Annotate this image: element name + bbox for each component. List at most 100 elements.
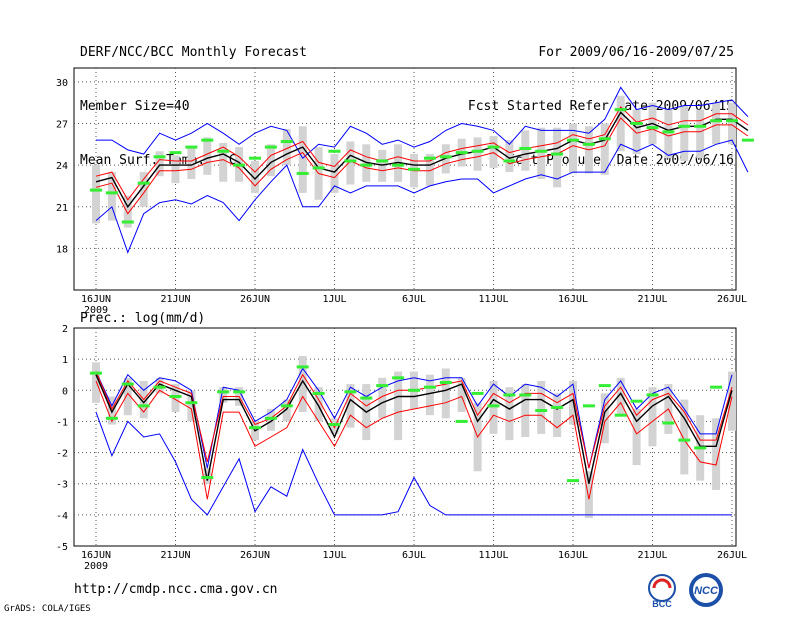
prec-observed-marker — [567, 479, 579, 483]
temp-upper-sd-line — [95, 106, 749, 201]
prec-lower-sd-line — [95, 380, 733, 500]
prec-x-tick-label: 21JUL — [637, 550, 667, 561]
temp-observed-marker — [471, 149, 484, 153]
temp-observed-marker — [90, 188, 102, 192]
temp-box — [139, 172, 148, 207]
prec-observed-marker — [551, 405, 564, 409]
prec-observed-marker — [392, 376, 405, 380]
temp-observed-marker — [741, 138, 754, 142]
prec-x-tick-label: 1JUL — [322, 550, 346, 561]
prec-observed-marker — [503, 393, 516, 397]
temp-observed-marker — [598, 137, 611, 141]
prec-box — [346, 384, 355, 428]
grads-credit: GrADS: COLA/IGES — [4, 604, 91, 614]
prec-observed-marker — [264, 416, 277, 420]
temp-frame — [73, 67, 737, 291]
prec-observed-marker — [598, 384, 611, 388]
temp-observed-marker — [726, 119, 738, 123]
temp-box — [712, 102, 721, 145]
temp-observed-marker — [439, 155, 452, 159]
prec-observed-marker — [694, 446, 707, 450]
prec-box — [378, 377, 387, 419]
temp-box — [251, 160, 259, 193]
temp-box — [171, 155, 180, 184]
prec-observed-marker — [105, 416, 118, 420]
prec-box — [600, 393, 609, 444]
temp-observed-marker — [344, 159, 357, 163]
temp-x-tick-label: 1JUL — [322, 294, 346, 305]
temp-observed-marker — [710, 119, 723, 123]
forecast-period: For 2009/06/16-2009/07/25 — [538, 45, 734, 60]
prec-observed-marker — [519, 393, 532, 397]
prec-box — [425, 374, 434, 416]
temp-box — [632, 109, 641, 155]
prec-box — [187, 390, 196, 422]
temp-observed-marker — [185, 145, 198, 149]
temp-x-tick-label: 26JUN — [240, 294, 270, 305]
temp-x-tick-label: 6JUL — [402, 294, 426, 305]
prec-box — [123, 377, 132, 416]
temp-box — [298, 126, 307, 193]
prec-observed-marker — [360, 396, 373, 400]
temp-observed-marker — [662, 130, 675, 134]
prec-x-tick-label: 26JUL — [717, 550, 747, 561]
temp-box — [107, 172, 116, 221]
prec-observed-marker — [328, 423, 341, 427]
temp-x-tick-label: 21JUN — [160, 294, 190, 305]
prec-observed-marker — [121, 382, 134, 386]
temp-observed-marker — [535, 149, 548, 153]
temp-box — [282, 129, 291, 166]
ncc-logo-text: NCC — [694, 585, 719, 597]
prec-observed-marker — [535, 409, 548, 413]
prec-y-tick-label: -4 — [56, 511, 68, 522]
temp-observed-marker — [328, 149, 341, 153]
temp-observed-marker — [153, 155, 166, 159]
produced-date: Fcst Produced Date 2009/06/16 — [507, 153, 734, 168]
footer-url[interactable]: http://cmdp.ncc.cma.gov.cn — [74, 582, 278, 597]
temp-x-tick-label: 26JUL — [717, 294, 747, 305]
prec-x-tick-label: 16JUL — [558, 550, 588, 561]
prec-observed-marker — [630, 399, 643, 403]
prec-observed-marker — [471, 391, 484, 395]
bcc-logo: BCC — [648, 574, 676, 609]
prec-observed-marker — [137, 404, 150, 408]
prec-box — [648, 387, 657, 447]
temp-observed-marker — [646, 126, 659, 130]
prec-observed-marker — [344, 390, 357, 394]
prec-box — [203, 468, 212, 484]
temp-observed-marker — [630, 122, 643, 125]
prec-observed-marker — [90, 371, 102, 375]
temp-observed-marker — [455, 151, 468, 155]
temp-box — [92, 165, 100, 224]
temp-observed-marker — [614, 108, 627, 112]
prec-y-tick-label: -1 — [56, 417, 68, 428]
prec-box — [219, 387, 228, 403]
prec-observed-marker — [614, 413, 627, 417]
temp-observed-marker — [567, 138, 579, 142]
prec-observed-marker — [487, 404, 500, 408]
temp-observed-marker — [376, 159, 389, 163]
prec-box — [282, 399, 291, 422]
prec-box — [632, 408, 641, 466]
temp-observed-marker — [392, 163, 405, 167]
prec-observed-marker — [662, 421, 675, 425]
temp-y-tick-label: 21 — [56, 203, 68, 214]
temp-x-tick-label: 21JUL — [637, 294, 667, 305]
temp-observed-marker — [105, 191, 118, 195]
temp-observed-marker — [169, 151, 182, 155]
temp-observed-marker — [121, 220, 134, 224]
prec-observed-marker — [280, 404, 293, 408]
temp-x-tick-label: 16JUL — [558, 294, 588, 305]
temp-box — [553, 127, 562, 188]
prec-x-tick-label: 11JUL — [478, 550, 508, 561]
temp-y-tick-label: 27 — [56, 120, 68, 131]
prec-box — [314, 387, 323, 422]
temp-observed-marker — [694, 124, 707, 128]
temp-observed-marker — [249, 156, 261, 160]
temp-box — [616, 95, 625, 152]
temp-observed-marker — [312, 166, 325, 170]
temp-min-line — [95, 139, 749, 254]
temp-observed-marker — [360, 163, 373, 167]
prec-observed-marker — [153, 385, 166, 389]
prec-observed-marker — [312, 391, 325, 395]
